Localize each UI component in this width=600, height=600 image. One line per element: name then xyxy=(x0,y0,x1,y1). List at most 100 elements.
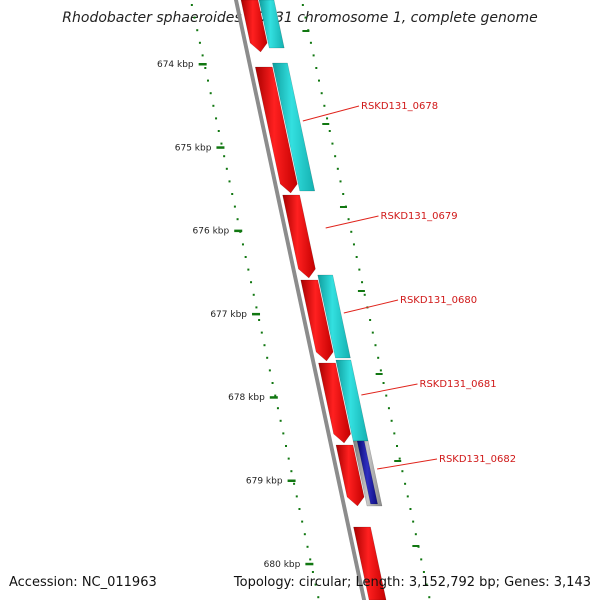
ruler-dot-left xyxy=(212,104,215,107)
ruler-dot-left xyxy=(244,256,247,258)
ruler-dot-right xyxy=(387,407,390,410)
kbp-tick-mark xyxy=(287,479,296,482)
ruler-dot-right xyxy=(385,394,388,397)
map-title: Rhodobacter sphaeroides KD131 chromosome… xyxy=(62,10,538,26)
ruler-dash-right xyxy=(302,30,310,32)
gene-label-leader xyxy=(361,383,418,396)
ruler-dot-right xyxy=(323,104,326,107)
ruler-dot-right xyxy=(326,117,329,120)
ruler-dot-right xyxy=(304,16,307,19)
cds-feature xyxy=(282,194,316,279)
ruler-dot-left xyxy=(258,319,261,321)
gene-label-leader xyxy=(302,105,360,122)
ruler-dot-left xyxy=(260,331,263,334)
rna-feature-core xyxy=(356,440,378,505)
kbp-tick-mark xyxy=(252,312,261,316)
ruler-dot-left xyxy=(228,180,231,183)
ruler-dot-right xyxy=(398,457,401,460)
ruler-dot-left xyxy=(255,306,258,309)
ruler-dot-right xyxy=(334,155,337,158)
kbp-tick-mark xyxy=(269,396,278,399)
ruler-dot-left xyxy=(223,155,226,158)
ruler-dot-right xyxy=(352,243,355,246)
ruler-dot-left xyxy=(193,16,196,19)
genome-summary-text: Topology: circular; Length: 3,152,792 bp… xyxy=(233,575,591,590)
ruler-dot-left xyxy=(266,356,269,359)
ruler-dash-right xyxy=(322,123,330,125)
ruler-dot-left xyxy=(231,193,234,195)
ruler-dot-left xyxy=(204,67,207,69)
ruler-dot-right xyxy=(361,281,364,284)
ruler-dot-right xyxy=(396,445,399,447)
ruler-dot-left xyxy=(311,571,314,573)
ruler-dot-left xyxy=(290,470,293,473)
ruler-dash-right xyxy=(357,290,365,292)
kbp-tick-mark xyxy=(198,63,207,66)
ruler-dot-left xyxy=(263,344,266,347)
ruler-dot-left xyxy=(285,445,288,447)
kbp-tick-label: 677 kbp xyxy=(210,310,247,320)
ruler-dot-left xyxy=(274,394,277,397)
ruler-dot-right xyxy=(320,92,323,95)
gene-feature xyxy=(317,274,351,359)
ruler-dot-left xyxy=(314,583,317,586)
ruler-dot-right xyxy=(347,218,350,221)
ruler-dot-right xyxy=(412,520,415,523)
kbp-tick-mark xyxy=(234,229,243,233)
kbp-tick-label: 678 kbp xyxy=(228,393,265,403)
kbp-tick-label: 675 kbp xyxy=(175,143,212,153)
ruler-dot-right xyxy=(390,419,393,422)
ruler-dot-right xyxy=(420,558,423,561)
gene-label-leader xyxy=(325,215,379,229)
cds-feature xyxy=(353,526,387,600)
ruler-dash-right xyxy=(375,373,383,375)
ruler-dot-left xyxy=(298,508,301,510)
ruler-dot-right xyxy=(425,583,428,586)
ruler-dot-left xyxy=(201,54,204,57)
ruler-dot-right xyxy=(404,482,407,485)
ruler-dot-right xyxy=(406,495,409,498)
ruler-dot-right xyxy=(339,180,342,183)
ruler-dot-left xyxy=(301,520,304,523)
ruler-dot-left xyxy=(317,596,320,599)
ruler-dot-right xyxy=(331,142,334,145)
ruler-dot-left xyxy=(295,495,298,498)
accession-text: Accession: NC_011963 xyxy=(9,575,157,590)
ruler-dot-right xyxy=(422,571,425,573)
kbp-tick-label: 679 kbp xyxy=(246,477,283,487)
gene-label: RSKD131_0680 xyxy=(400,295,477,306)
ruler-dot-right xyxy=(355,256,358,258)
ruler-dot-left xyxy=(309,558,312,561)
ruler-dot-left xyxy=(241,243,244,246)
gene-label: RSKD131_0682 xyxy=(439,454,516,465)
gene-label: RSKD131_0678 xyxy=(361,101,438,112)
ruler-dot-right xyxy=(309,41,312,44)
ruler-dot-right xyxy=(336,167,339,170)
ruler-dash-right xyxy=(394,460,402,462)
ruler-dot-left xyxy=(293,482,296,485)
ruler-dot-right xyxy=(374,344,377,347)
ruler-dash-right xyxy=(339,206,347,208)
ruler-dot-left xyxy=(287,457,290,460)
ruler-dot-right xyxy=(358,268,361,271)
ruler-dot-right xyxy=(342,193,345,195)
ruler-dot-left xyxy=(268,369,271,372)
ruler-dot-left xyxy=(206,79,209,82)
ruler-dot-left xyxy=(279,419,282,422)
gene-label: RSKD131_0681 xyxy=(420,379,497,390)
gene-feature xyxy=(272,62,316,192)
ruler-dot-right xyxy=(350,230,353,233)
ruler-dot-right xyxy=(312,54,315,57)
cds-feature xyxy=(335,444,365,507)
cds-feature xyxy=(240,0,268,53)
ruler-dot-right xyxy=(377,356,380,359)
cds-feature xyxy=(254,66,298,194)
ruler-dot-right xyxy=(369,319,372,321)
ruler-dot-left xyxy=(271,382,274,384)
kbp-tick-label: 680 kbp xyxy=(264,560,301,570)
kbp-tick-label: 674 kbp xyxy=(157,60,194,70)
gene-label: RSKD131_0679 xyxy=(381,211,458,222)
kbp-tick-label: 676 kbp xyxy=(193,227,230,237)
